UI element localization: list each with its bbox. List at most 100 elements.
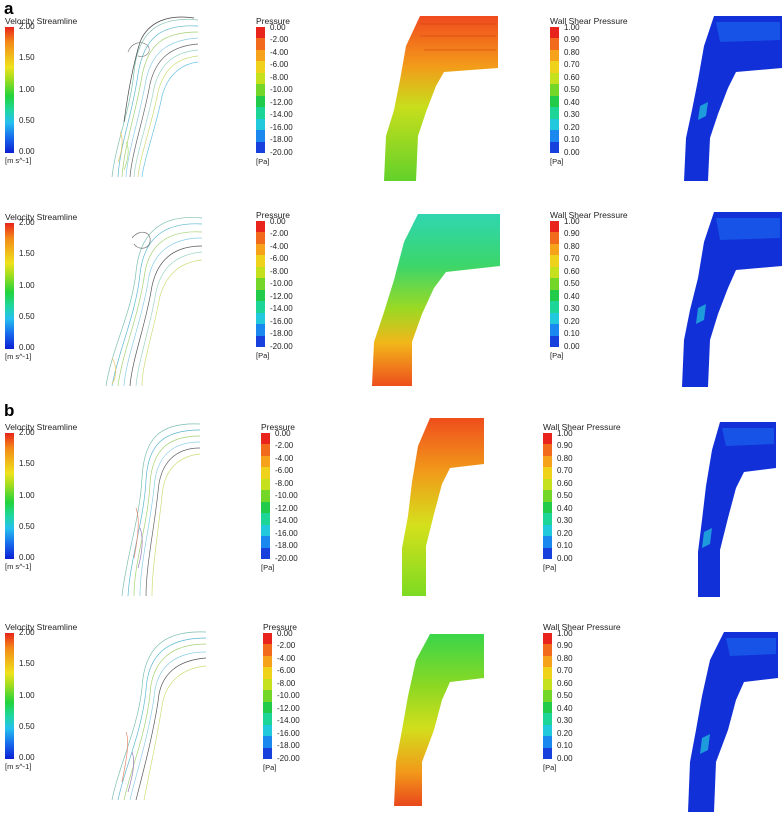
legend-tick: 0.00 bbox=[564, 342, 580, 351]
legend-tick: 0.40 bbox=[564, 292, 580, 301]
legend-tick: 0.90 bbox=[557, 641, 573, 650]
legend-tick: 0.30 bbox=[564, 110, 580, 119]
legend-tick: 0.50 bbox=[564, 279, 580, 288]
wall-shear-legend: Wall Shear Pressure 1.00 0.90 0.80 0.70 … bbox=[550, 17, 660, 167]
legend-tick: -14.00 bbox=[275, 516, 298, 525]
legend-tick: 0.80 bbox=[557, 654, 573, 663]
legend-tick: 0.50 bbox=[557, 491, 573, 500]
legend-tick: -20.00 bbox=[270, 342, 293, 351]
legend-tick: -12.00 bbox=[270, 98, 293, 107]
legend-tick: -4.00 bbox=[275, 454, 294, 463]
legend-tick: -6.00 bbox=[270, 60, 289, 69]
streamline-airway-a1 bbox=[98, 12, 208, 182]
legend-tick: 0.00 bbox=[275, 429, 291, 438]
pressure-legend: Pressure 0.00 -2.00 -4.00 -6.00 -8.00 -1… bbox=[261, 423, 371, 573]
pressure-airway-b1 bbox=[386, 418, 486, 596]
legend-tick: 2.00 bbox=[19, 218, 35, 227]
legend-tick: 1.50 bbox=[19, 53, 35, 62]
legend-tick: 1.00 bbox=[557, 429, 573, 438]
legend-tick: 0.00 bbox=[270, 217, 286, 226]
airway-wall-shear-render bbox=[688, 632, 778, 812]
airway-pressure-render bbox=[394, 634, 484, 806]
legend-title: Pressure bbox=[261, 422, 296, 432]
wall-shear-airway-b2 bbox=[684, 632, 780, 812]
legend-tick: 0.80 bbox=[564, 48, 580, 57]
legend-tick: 0.40 bbox=[564, 98, 580, 107]
legend-tick: 0.00 bbox=[19, 553, 35, 562]
legend-tick: 1.50 bbox=[19, 249, 35, 258]
wall-shear-legend: Wall Shear Pressure 1.00 0.90 0.80 0.70 … bbox=[543, 623, 653, 773]
legend-tick: 0.60 bbox=[564, 73, 580, 82]
legend-tick: -16.00 bbox=[270, 317, 293, 326]
legend-tick: 0.90 bbox=[557, 441, 573, 450]
streamline-plot bbox=[121, 423, 201, 597]
legend-tick: -10.00 bbox=[275, 491, 298, 500]
color-bar bbox=[550, 27, 559, 153]
legend-tick: 2.00 bbox=[19, 428, 35, 437]
velocity-legend: Velocity Streamline 2.00 1.50 1.00 0.50 … bbox=[5, 423, 115, 573]
pressure-airway-a2 bbox=[368, 214, 503, 386]
color-bar bbox=[550, 221, 559, 347]
legend-title: Pressure bbox=[263, 622, 298, 632]
legend-title: Velocity Streamline bbox=[5, 212, 78, 222]
legend-tick: -2.00 bbox=[270, 35, 289, 44]
legend-tick: 1.50 bbox=[19, 659, 35, 668]
legend-title: Pressure bbox=[256, 16, 291, 26]
legend-tick: 0.90 bbox=[564, 229, 580, 238]
legend-tick: 0.50 bbox=[19, 722, 35, 731]
pressure-legend: Pressure 0.00 -2.00 -4.00 -6.00 -8.00 -1… bbox=[256, 17, 366, 167]
airway-wall-shear-render bbox=[698, 422, 776, 597]
color-bar bbox=[261, 433, 270, 559]
legend-tick: -18.00 bbox=[277, 741, 300, 750]
legend-tick: -8.00 bbox=[270, 73, 289, 82]
legend-tick: 0.00 bbox=[564, 148, 580, 157]
legend-tick: -16.00 bbox=[275, 529, 298, 538]
legend-tick: 1.00 bbox=[19, 491, 35, 500]
legend-tick: 0.70 bbox=[564, 254, 580, 263]
wall-shear-airway-a1 bbox=[680, 16, 784, 181]
legend-tick: -14.00 bbox=[270, 304, 293, 313]
legend-unit: [m s^-1] bbox=[5, 762, 32, 771]
section-label-a: a bbox=[4, 0, 14, 18]
legend-tick: 0.20 bbox=[564, 123, 580, 132]
legend-tick: -2.00 bbox=[277, 641, 296, 650]
legend-tick: -6.00 bbox=[275, 466, 294, 475]
wall-shear-airway-b1 bbox=[686, 422, 778, 597]
legend-unit: [Pa] bbox=[543, 563, 557, 572]
pressure-airway-a1 bbox=[376, 16, 501, 181]
legend-tick: -12.00 bbox=[270, 292, 293, 301]
legend-tick: 1.00 bbox=[557, 629, 573, 638]
color-bar bbox=[5, 433, 14, 559]
legend-title: Velocity Streamline bbox=[5, 16, 78, 26]
legend-tick: -18.00 bbox=[270, 329, 293, 338]
legend-tick: 0.30 bbox=[557, 516, 573, 525]
wall-shear-airway-a2 bbox=[680, 212, 784, 387]
legend-tick: 1.00 bbox=[19, 691, 35, 700]
airway-pressure-render bbox=[384, 16, 498, 181]
velocity-legend: Velocity Streamline 2.00 1.50 1.00 0.50 … bbox=[5, 623, 115, 773]
legend-tick: -10.00 bbox=[277, 691, 300, 700]
section-label-b: b bbox=[4, 401, 15, 420]
legend-tick: -10.00 bbox=[270, 85, 293, 94]
legend-tick: -4.00 bbox=[270, 48, 289, 57]
legend-tick: 0.50 bbox=[564, 85, 580, 94]
legend-tick: 0.00 bbox=[557, 554, 573, 563]
legend-tick: -18.00 bbox=[275, 541, 298, 550]
pressure-airway-b2 bbox=[388, 634, 486, 806]
legend-unit: [Pa] bbox=[543, 763, 557, 772]
legend-tick: 0.70 bbox=[557, 666, 573, 675]
streamline-plot bbox=[105, 217, 203, 387]
legend-tick: -8.00 bbox=[275, 479, 294, 488]
legend-tick: 1.00 bbox=[564, 23, 580, 32]
legend-tick: 0.50 bbox=[19, 522, 35, 531]
legend-tick: -20.00 bbox=[277, 754, 300, 763]
streamline-plot bbox=[111, 631, 207, 801]
legend-tick: 0.50 bbox=[19, 116, 35, 125]
legend-tick: 0.00 bbox=[557, 754, 573, 763]
airway-wall-shear-render bbox=[684, 16, 782, 181]
legend-tick: 0.00 bbox=[19, 753, 35, 762]
legend-tick: 0.10 bbox=[557, 741, 573, 750]
airway-pressure-render bbox=[402, 418, 484, 596]
streamline-airway-a2 bbox=[92, 208, 212, 388]
streamline-plot bbox=[111, 16, 199, 178]
